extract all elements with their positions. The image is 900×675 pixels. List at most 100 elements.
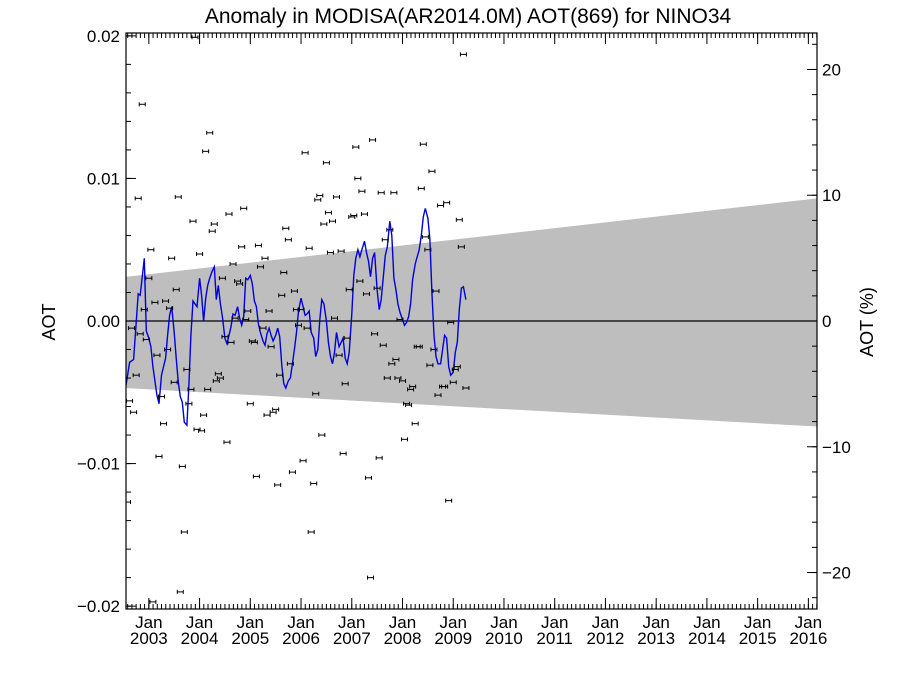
- data-point: [242, 317, 250, 322]
- data-point: [263, 413, 271, 418]
- data-point: [428, 169, 436, 174]
- y-tick-label-left: −0.01: [77, 455, 120, 474]
- data-point: [356, 279, 364, 284]
- data-point: [250, 340, 258, 345]
- data-point: [432, 289, 440, 294]
- data-point: [269, 410, 277, 415]
- data-point: [187, 387, 195, 392]
- data-point: [166, 306, 174, 311]
- data-point: [204, 387, 212, 392]
- x-tick-label-year: 2009: [434, 629, 472, 648]
- data-point: [136, 331, 144, 336]
- data-point: [282, 226, 290, 231]
- data-point: [352, 145, 360, 150]
- data-point: [202, 149, 210, 154]
- x-tick-label-month: Jan: [287, 613, 314, 632]
- axes: −0.02−0.010.000.010.02−20−1001020Jan2003…: [77, 27, 851, 648]
- data-point: [451, 367, 459, 372]
- data-point: [462, 386, 470, 391]
- data-point: [365, 475, 373, 480]
- data-point: [151, 300, 159, 305]
- data-point: [426, 363, 434, 368]
- data-point: [265, 309, 273, 314]
- data-point: [316, 193, 324, 198]
- data-point: [210, 222, 218, 227]
- y-tick-label-left: 0.02: [87, 27, 120, 46]
- data-point: [274, 482, 282, 487]
- data-point: [407, 387, 415, 392]
- data-point: [126, 398, 134, 403]
- data-point: [223, 440, 231, 445]
- data-point: [170, 380, 178, 385]
- data-point: [130, 410, 138, 415]
- x-tick-label-year: 2010: [485, 629, 523, 648]
- data-point: [449, 380, 457, 385]
- smoothed-anomaly-line: [126, 208, 467, 427]
- data-point: [369, 137, 377, 142]
- x-tick-label-month: Jan: [744, 613, 771, 632]
- data-point: [198, 428, 206, 433]
- y-tick-label-right: 10: [822, 186, 841, 205]
- data-point: [459, 52, 467, 57]
- data-point: [218, 276, 226, 281]
- x-tick-label-year: 2008: [384, 629, 422, 648]
- data-point: [172, 287, 180, 292]
- x-tick-label-month: Jan: [693, 613, 720, 632]
- data-point: [138, 102, 146, 107]
- data-point: [299, 458, 307, 463]
- data-point: [447, 320, 455, 325]
- data-point: [134, 196, 142, 201]
- x-tick-label-year: 2004: [181, 629, 219, 648]
- data-point: [234, 279, 242, 284]
- data-point: [231, 316, 239, 321]
- data-point: [360, 212, 368, 217]
- data-point: [206, 130, 214, 135]
- data-point: [140, 307, 148, 312]
- data-point: [214, 371, 222, 376]
- data-point: [350, 213, 358, 218]
- x-tick-label-year: 2007: [333, 629, 371, 648]
- data-point: [409, 384, 417, 389]
- x-tick-label-month: Jan: [186, 613, 213, 632]
- x-tick-label-month: Jan: [338, 613, 365, 632]
- data-point: [312, 391, 320, 396]
- data-point: [324, 210, 332, 215]
- data-point: [185, 401, 193, 406]
- data-point: [196, 251, 204, 256]
- data-point: [411, 421, 419, 426]
- data-point: [208, 229, 216, 234]
- x-tick-label-month: Jan: [541, 613, 568, 632]
- data-point: [272, 407, 280, 412]
- data-point: [238, 244, 246, 249]
- data-point: [326, 250, 334, 255]
- data-point: [261, 256, 269, 261]
- data-point: [252, 474, 260, 479]
- data-point: [236, 281, 244, 286]
- data-point: [314, 197, 322, 202]
- data-point: [155, 454, 163, 459]
- x-tick-label-month: Jan: [592, 613, 619, 632]
- data-point: [303, 326, 311, 331]
- x-tick-label-month: Jan: [389, 613, 416, 632]
- data-point: [132, 373, 140, 378]
- data-point: [375, 455, 383, 460]
- data-point: [455, 217, 463, 222]
- data-point: [331, 316, 339, 321]
- y-tick-label-left: 0.01: [87, 169, 120, 188]
- data-point: [328, 219, 336, 224]
- data-point: [367, 575, 375, 580]
- x-tick-label-year: 2012: [587, 629, 625, 648]
- data-point: [343, 336, 351, 341]
- data-point: [388, 361, 396, 366]
- y-axis-label-right: AOT (%): [857, 287, 877, 357]
- x-tick-label-month: Jan: [795, 613, 822, 632]
- data-point: [178, 464, 186, 469]
- data-point: [225, 212, 233, 217]
- data-point: [310, 481, 318, 486]
- data-point: [415, 344, 423, 349]
- data-point: [430, 347, 438, 352]
- data-point: [160, 421, 168, 426]
- data-point: [373, 286, 381, 291]
- data-point: [341, 381, 349, 386]
- data-point: [286, 361, 294, 366]
